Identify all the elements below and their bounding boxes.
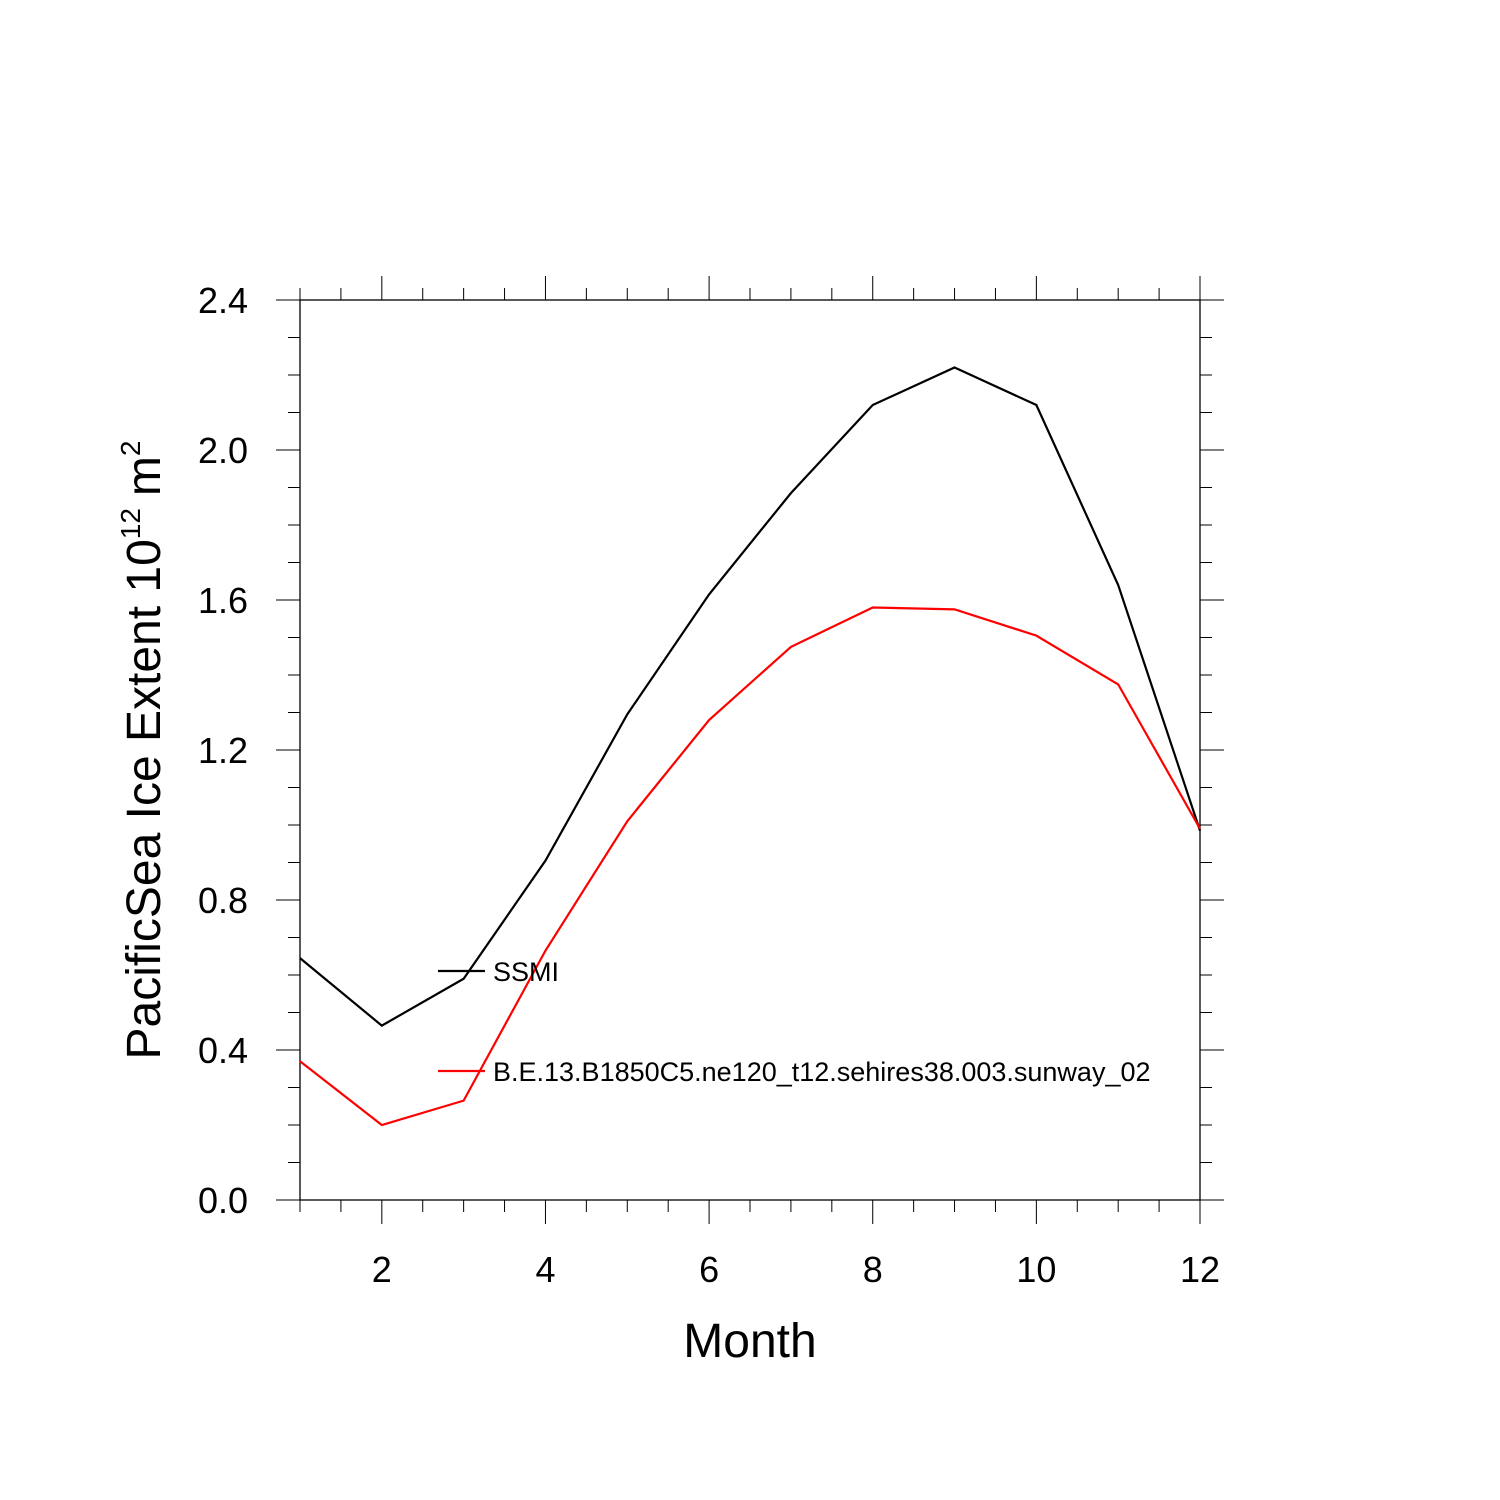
y-axis-title-exponent: 12 [115, 508, 146, 539]
y-tick-label: 0.4 [198, 1030, 248, 1071]
legend: SSMI B.E.13.B1850C5.ne120_t12.sehires38.0… [438, 957, 1151, 1087]
x-tick-labels: 2 4 6 8 10 12 [372, 1249, 1220, 1290]
legend-label-2: B.E.13.B1850C5.ne120_t12.sehires38.003.s… [493, 1057, 1151, 1087]
y-axis-title: PacificSea Ice Extent 1012 m2 [115, 440, 171, 1059]
y-axis-title-unit: m [118, 456, 171, 496]
y-axis-title-unit-exponent: 2 [115, 440, 146, 456]
y-tick-label: 0.8 [198, 880, 248, 921]
x-tick-label: 8 [863, 1249, 883, 1290]
series-line-2 [299, 606, 1201, 1127]
x-axis-title: Month [683, 1315, 816, 1368]
x-tick-label: 6 [699, 1249, 719, 1290]
y-tick-label: 1.6 [198, 580, 248, 621]
y-tick-label: 2.4 [198, 280, 248, 321]
y-tick-label: 1.2 [198, 730, 248, 771]
major-ticks [276, 276, 1224, 1224]
legend-label-1: SSMI [493, 957, 559, 987]
x-tick-label: 2 [372, 1249, 392, 1290]
y-tick-labels: 0.0 0.4 0.8 1.2 1.6 2.0 2.4 [198, 280, 248, 1221]
y-tick-label: 2.0 [198, 430, 248, 471]
y-axis-title-text: PacificSea Ice Extent 10 [118, 539, 171, 1059]
x-tick-label: 10 [1016, 1249, 1056, 1290]
series-line-1 [299, 366, 1202, 1027]
y-tick-label: 0.0 [198, 1180, 248, 1221]
minor-ticks [288, 288, 1212, 1212]
x-tick-label: 12 [1180, 1249, 1220, 1290]
series-lines [299, 366, 1202, 1127]
x-tick-label: 4 [535, 1249, 555, 1290]
